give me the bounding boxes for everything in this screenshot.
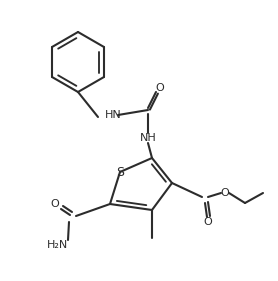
Text: HN: HN: [105, 110, 122, 120]
Text: S: S: [116, 166, 124, 178]
Text: NH: NH: [140, 133, 156, 143]
Text: O: O: [156, 83, 164, 93]
Text: O: O: [203, 217, 212, 227]
Text: O: O: [51, 199, 59, 209]
Text: H₂N: H₂N: [47, 240, 69, 250]
Text: O: O: [221, 188, 229, 198]
